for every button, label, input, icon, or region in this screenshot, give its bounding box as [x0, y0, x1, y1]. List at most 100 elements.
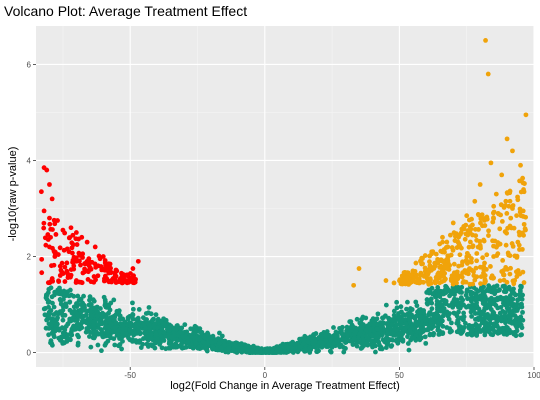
non-significant-point	[382, 313, 388, 319]
non-significant-point	[407, 318, 413, 324]
non-significant-point	[152, 345, 158, 351]
upregulated-point	[489, 273, 495, 279]
downregulated-point	[39, 256, 45, 262]
upregulated-point	[470, 222, 475, 228]
upregulated-point	[410, 268, 416, 274]
non-significant-point	[66, 293, 72, 299]
non-significant-point	[457, 288, 463, 294]
upregulated-point	[402, 270, 408, 275]
non-significant-point	[137, 338, 143, 344]
non-significant-point	[79, 325, 85, 331]
upregulated-point	[523, 112, 529, 118]
non-significant-point	[353, 341, 359, 347]
non-significant-point	[93, 306, 99, 312]
non-significant-point	[71, 304, 77, 310]
downregulated-point	[62, 264, 68, 270]
non-significant-point	[90, 330, 96, 335]
non-significant-point	[491, 300, 496, 306]
non-significant-point	[140, 341, 146, 347]
non-significant-point	[417, 315, 423, 321]
non-significant-point	[290, 350, 296, 355]
non-significant-point	[130, 300, 135, 306]
non-significant-point	[84, 312, 89, 318]
non-significant-point	[153, 312, 159, 318]
non-significant-point	[421, 308, 427, 313]
non-significant-point	[360, 314, 366, 320]
non-significant-point	[392, 315, 398, 320]
non-significant-point	[67, 299, 73, 305]
non-significant-point	[99, 321, 105, 327]
non-significant-point	[99, 327, 104, 333]
non-significant-point	[188, 326, 194, 332]
non-significant-point	[413, 299, 419, 305]
non-significant-point	[414, 303, 420, 309]
upregulated-point	[478, 216, 484, 222]
non-significant-point	[363, 327, 369, 333]
y-tick-label: 4	[27, 156, 32, 165]
non-significant-point	[436, 327, 441, 333]
downregulated-point	[41, 220, 47, 226]
downregulated-point	[41, 208, 47, 214]
non-significant-point	[119, 346, 124, 352]
non-significant-point	[514, 320, 520, 326]
downregulated-point	[57, 273, 63, 278]
upregulated-point	[413, 260, 419, 266]
downregulated-point	[88, 266, 94, 272]
non-significant-point	[486, 297, 492, 303]
non-significant-point	[55, 315, 60, 321]
upregulated-point	[491, 243, 496, 249]
upregulated-point	[512, 253, 518, 259]
upregulated-point	[422, 265, 428, 271]
upregulated-point	[477, 182, 483, 187]
downregulated-point	[68, 267, 74, 272]
non-significant-point	[373, 349, 378, 355]
downregulated-point	[127, 278, 133, 283]
non-significant-point	[515, 297, 520, 303]
upregulated-point	[483, 215, 488, 221]
upregulated-point	[520, 214, 526, 219]
upregulated-point	[475, 244, 481, 250]
non-significant-point	[425, 301, 430, 307]
non-significant-point	[418, 335, 424, 341]
non-significant-point	[471, 307, 476, 313]
non-significant-point	[392, 318, 398, 324]
downregulated-point	[123, 279, 129, 285]
non-significant-point	[361, 339, 367, 345]
non-significant-point	[514, 308, 520, 313]
non-significant-point	[405, 299, 410, 305]
non-significant-point	[383, 345, 389, 350]
non-significant-point	[469, 323, 475, 329]
upregulated-point	[452, 275, 458, 281]
non-significant-point	[136, 307, 142, 312]
non-significant-point	[205, 331, 211, 337]
non-significant-point	[111, 297, 117, 303]
non-significant-point	[217, 330, 222, 336]
upregulated-point	[438, 248, 444, 254]
non-significant-point	[461, 325, 467, 330]
non-significant-point	[434, 320, 440, 326]
non-significant-point	[406, 347, 412, 353]
non-significant-point	[326, 342, 331, 348]
non-significant-point	[435, 292, 441, 298]
upregulated-point	[418, 258, 424, 264]
non-significant-point	[360, 322, 366, 328]
x-tick-label: 50	[395, 371, 404, 380]
non-significant-point	[440, 330, 446, 336]
non-significant-point	[462, 320, 468, 326]
non-significant-point	[499, 297, 505, 302]
non-significant-point	[117, 313, 123, 319]
non-significant-point	[519, 317, 525, 323]
upregulated-point	[457, 252, 463, 258]
non-significant-point	[413, 320, 418, 326]
upregulated-point	[472, 277, 478, 283]
non-significant-point	[426, 290, 432, 296]
non-significant-point	[52, 289, 58, 295]
non-significant-point	[169, 334, 175, 340]
upregulated-point	[467, 239, 473, 245]
non-significant-point	[166, 327, 172, 333]
non-significant-point	[472, 297, 478, 303]
upregulated-point	[418, 270, 424, 276]
non-significant-point	[456, 309, 461, 315]
upregulated-point	[503, 242, 509, 248]
non-significant-point	[92, 333, 98, 339]
